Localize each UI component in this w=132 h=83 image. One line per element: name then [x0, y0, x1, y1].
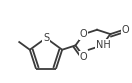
Text: O: O	[80, 29, 88, 39]
Text: O: O	[122, 25, 129, 35]
Text: NH: NH	[96, 40, 110, 50]
Text: S: S	[43, 33, 49, 43]
Text: O: O	[80, 52, 88, 62]
